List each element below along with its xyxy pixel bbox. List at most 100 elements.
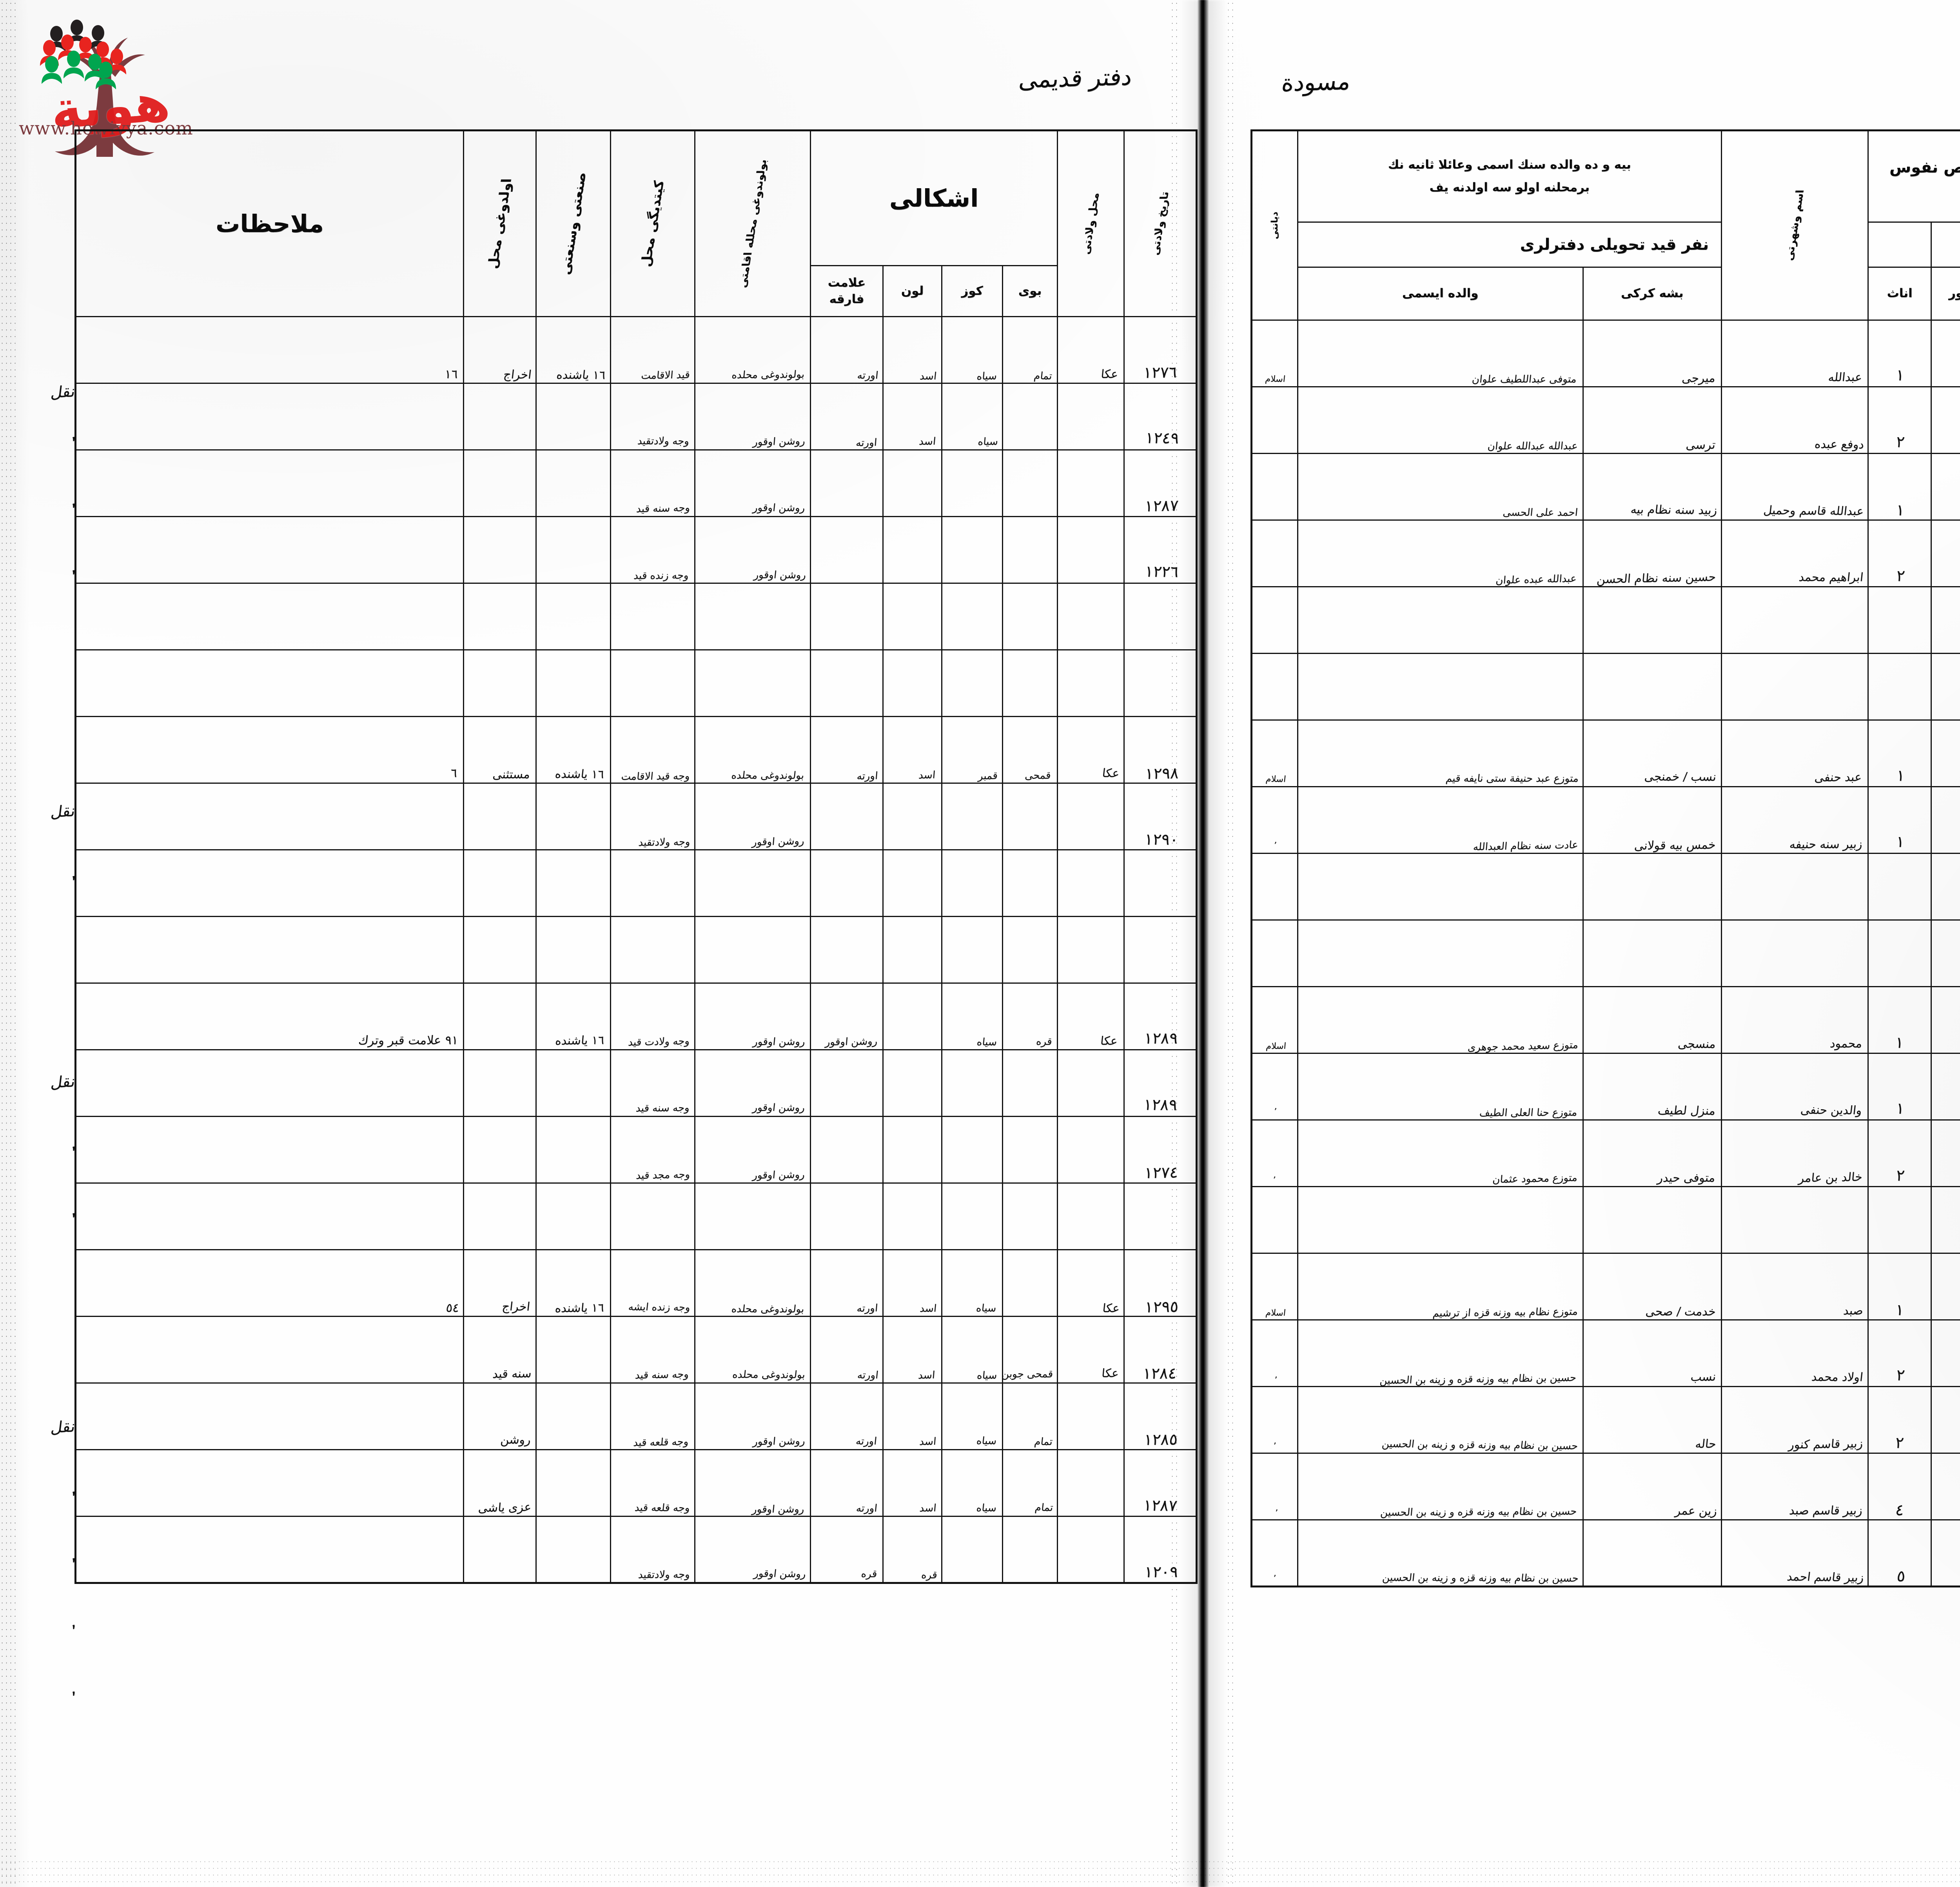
right-cell-count-m1[interactable] (1931, 987, 1960, 1053)
right-cell-father[interactable]: حسين بن نظام بيه وزنه قزه و زينه بن الحس… (1298, 1520, 1583, 1587)
right-cell-name[interactable]: دوفع عبده (1721, 387, 1868, 454)
left-cell-residence[interactable] (695, 850, 811, 917)
right-cell-name[interactable] (1721, 854, 1868, 920)
left-cell-residence[interactable] (695, 917, 811, 983)
left-table-row[interactable]: وجه ولادتقيد روشن اوقور اورته اسد سياه ١٢٤٩ (76, 383, 1197, 450)
left-cell-birthdate[interactable]: ١٢٤٩ (1124, 383, 1197, 450)
left-cell-trade[interactable]: ١٦ ياشنده (536, 983, 611, 1050)
left-cell-destination[interactable] (464, 1517, 536, 1583)
left-cell-notes[interactable] (76, 517, 464, 583)
left-cell-eskal-color[interactable] (883, 850, 942, 917)
right-cell-count-m1[interactable] (1931, 1120, 1960, 1187)
right-cell-religion[interactable]: ٬ (1252, 1120, 1298, 1187)
left-cell-eskal-height[interactable] (1003, 450, 1058, 517)
right-cell-name[interactable]: صبد (1721, 1253, 1868, 1320)
left-cell-residence[interactable]: بولوندوغى محلده (695, 717, 811, 783)
right-cell-job[interactable]: نسب / خمنجى (1583, 720, 1721, 787)
left-cell-notes[interactable] (76, 783, 464, 850)
left-cell-eskal-color[interactable] (883, 917, 942, 983)
left-cell-eskal-color[interactable]: اسد (883, 717, 942, 783)
left-cell-eskal-mark[interactable]: اورته (811, 1250, 883, 1317)
right-cell-name[interactable]: زبير قاسم صبد (1721, 1453, 1868, 1520)
right-cell-religion[interactable] (1252, 587, 1298, 654)
right-cell-job[interactable]: خمس بيه قولانى (1583, 787, 1721, 854)
left-cell-eskal-eye[interactable]: سياه (942, 1250, 1003, 1317)
left-cell-birthdate[interactable]: ١٢٧٤ (1124, 1117, 1197, 1183)
left-cell-eskal-eye[interactable] (942, 783, 1003, 850)
right-cell-name[interactable]: عبدالله (1721, 320, 1868, 387)
left-cell-eskal-mark[interactable] (811, 517, 883, 583)
left-cell-birthplace[interactable]: عكا (1058, 317, 1124, 383)
left-cell-birthplace[interactable] (1058, 1450, 1124, 1517)
right-cell-job[interactable]: ميرجى (1583, 320, 1721, 387)
left-table-row[interactable]: وجه ولادتقيد روشن اوقور ١٢٩٠ (76, 783, 1197, 850)
right-cell-religion[interactable] (1252, 920, 1298, 987)
left-cell-eskal-mark[interactable] (811, 583, 883, 650)
left-cell-eskal-eye[interactable] (942, 583, 1003, 650)
right-cell-name[interactable]: خالد بن عامر (1721, 1120, 1868, 1187)
left-cell-eskal-height[interactable]: تمام (1003, 1383, 1058, 1450)
right-cell-job[interactable] (1583, 920, 1721, 987)
left-table-row[interactable]: روشن وجه قلعه قيد روشن اوقور اورته اسد سياه تم… (76, 1383, 1197, 1450)
left-cell-eskal-mark[interactable] (811, 783, 883, 850)
left-cell-eskal-eye[interactable]: سياه (942, 983, 1003, 1050)
right-table-row[interactable]: ٬ حسين بن نظام بيه وزنه قزه و زينه بن الح… (1252, 1387, 1960, 1453)
left-cell-birthdate[interactable]: ١٢٨٤ (1124, 1317, 1197, 1383)
right-table-row[interactable] (1252, 587, 1960, 654)
left-table-row[interactable] (76, 583, 1197, 650)
left-cell-eskal-height[interactable] (1003, 1517, 1058, 1583)
left-table-row[interactable]: وجه زنده قيد روشن اوقور ١٢٢٦ (76, 517, 1197, 583)
right-cell-name[interactable]: زبير قاسم احمد (1721, 1520, 1868, 1587)
right-cell-name[interactable]: عبد حنفى (1721, 720, 1868, 787)
left-cell-destination[interactable]: اخراج (464, 1250, 536, 1317)
right-cell-job[interactable]: منسجى (1583, 987, 1721, 1053)
right-table-row[interactable]: اسلاممتوفى عبداللطيف علوانميرجىعبدالله١٤… (1252, 320, 1960, 387)
left-cell-eskal-mark[interactable]: اورته (811, 1383, 883, 1450)
left-cell-eskal-eye[interactable]: قمبر (942, 717, 1003, 783)
right-cell-count-f1[interactable] (1868, 920, 1931, 987)
left-table-row[interactable]: ١٦ اخراج ١٦ ياشنده قيد الاقامت بولوندوغى محل… (76, 317, 1197, 383)
left-cell-residence[interactable] (695, 650, 811, 717)
right-cell-name[interactable] (1721, 587, 1868, 654)
left-cell-eskal-mark[interactable] (811, 1117, 883, 1183)
right-cell-count-f1[interactable] (1868, 854, 1931, 920)
right-cell-father[interactable]: حسين بن نظام بيه وزنه قزه و زينه بن الحس… (1298, 1320, 1583, 1387)
left-cell-eskal-color[interactable]: اسد (883, 383, 942, 450)
left-cell-eskal-color[interactable] (883, 983, 942, 1050)
left-cell-eskal-height[interactable] (1003, 850, 1058, 917)
left-cell-trade[interactable] (536, 1450, 611, 1517)
left-table-row[interactable] (76, 850, 1197, 917)
right-cell-father[interactable]: حسين بن نظام بيه وزنه قزه و زينه بن الحس… (1298, 1387, 1583, 1453)
right-cell-religion[interactable]: ٬ (1252, 1320, 1298, 1387)
right-cell-count-m1[interactable] (1931, 1320, 1960, 1387)
right-cell-job[interactable]: حسين سنه نظام الحسن (1583, 520, 1721, 587)
right-cell-count-m1[interactable] (1931, 720, 1960, 787)
right-cell-religion[interactable]: ٬ (1252, 1520, 1298, 1587)
right-cell-father[interactable]: متوفى عبداللطيف علوان (1298, 320, 1583, 387)
left-cell-abode[interactable] (611, 917, 695, 983)
left-cell-notes[interactable] (76, 850, 464, 917)
left-cell-eskal-eye[interactable]: سياه (942, 1317, 1003, 1383)
left-cell-notes[interactable] (76, 1450, 464, 1517)
left-cell-eskal-color[interactable] (883, 583, 942, 650)
right-cell-count-f1[interactable]: ٢ (1868, 1320, 1931, 1387)
left-cell-notes[interactable] (76, 1050, 464, 1117)
left-cell-residence[interactable]: روشن اوقور (695, 1117, 811, 1183)
right-cell-religion[interactable] (1252, 854, 1298, 920)
left-cell-eskal-eye[interactable] (942, 850, 1003, 917)
left-cell-birthdate[interactable]: ١٢٨٧ (1124, 450, 1197, 517)
left-cell-destination[interactable]: اخراج (464, 317, 536, 383)
left-cell-birthdate[interactable] (1124, 1183, 1197, 1250)
left-cell-eskal-mark[interactable] (811, 650, 883, 717)
right-table-row[interactable] (1252, 654, 1960, 720)
left-cell-notes[interactable] (76, 383, 464, 450)
left-cell-notes[interactable]: ١٦ (76, 317, 464, 383)
left-cell-eskal-height[interactable]: تمام (1003, 1450, 1058, 1517)
left-cell-trade[interactable]: ١٦ ياشنده (536, 1250, 611, 1317)
right-cell-job[interactable] (1583, 1520, 1721, 1587)
right-cell-count-f1[interactable] (1868, 1187, 1931, 1253)
left-table-row[interactable]: وجه سنه قيد روشن اوقور ١٢٨٩ (76, 1050, 1197, 1117)
right-cell-count-f1[interactable]: ٢ (1868, 387, 1931, 454)
right-table-row[interactable]: ٬ حسين بن نظام بيه وزنه قزه و زينه بن الح… (1252, 1520, 1960, 1587)
right-cell-religion[interactable]: اسلام (1252, 720, 1298, 787)
